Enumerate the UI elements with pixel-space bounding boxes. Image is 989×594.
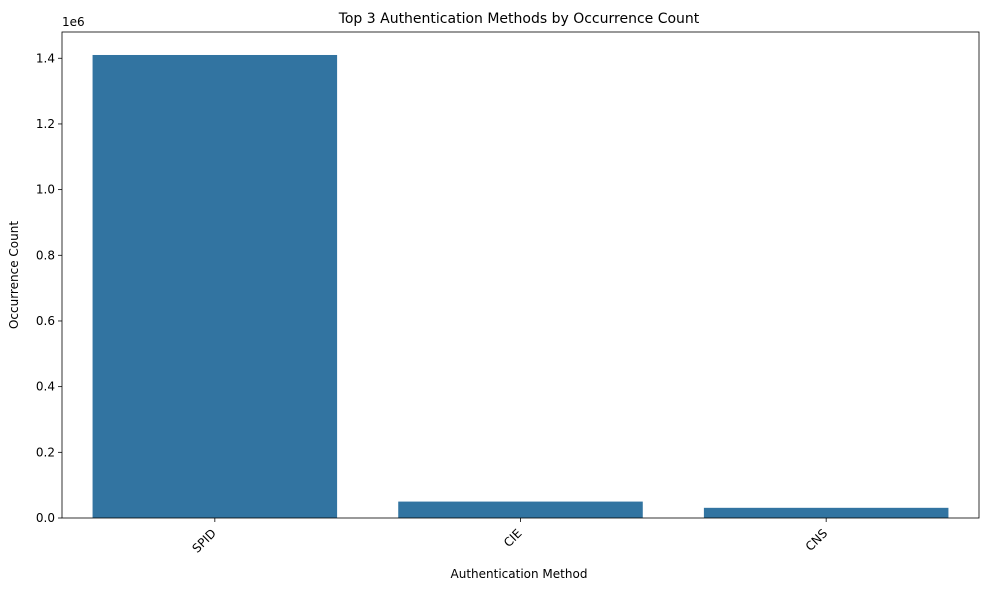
y-tick-label: 1.0 <box>36 183 55 197</box>
axes-frame <box>61 31 980 519</box>
y-tick-label: 0.4 <box>36 380 55 394</box>
x-tick-label: CIE <box>501 526 525 550</box>
bar-cns <box>703 507 949 518</box>
y-tick-label: 1.4 <box>36 51 55 65</box>
y-tick-label: 0.8 <box>36 248 55 262</box>
y-tick-label: 0.2 <box>36 445 55 459</box>
chart-title: Top 3 Authentication Methods by Occurren… <box>338 11 700 27</box>
plot-area: SPID CIE CNS 0.0 0.2 0.4 0.6 0.8 1.0 1.2 1.4 <box>36 31 980 556</box>
x-tick-label: CNS <box>803 526 831 554</box>
y-tick-label: 1.2 <box>36 117 55 131</box>
y-axis-label: Occurrence Count <box>7 221 21 329</box>
bar-cie <box>398 501 643 518</box>
x-tick-label: SPID <box>190 526 219 555</box>
bar-spid <box>92 54 338 519</box>
y-offset-label: 1e6 <box>62 15 85 29</box>
y-tick-label: 0.6 <box>36 314 55 328</box>
x-axis-label: Authentication Method <box>451 567 588 581</box>
y-tick-label: 0.0 <box>36 511 55 525</box>
